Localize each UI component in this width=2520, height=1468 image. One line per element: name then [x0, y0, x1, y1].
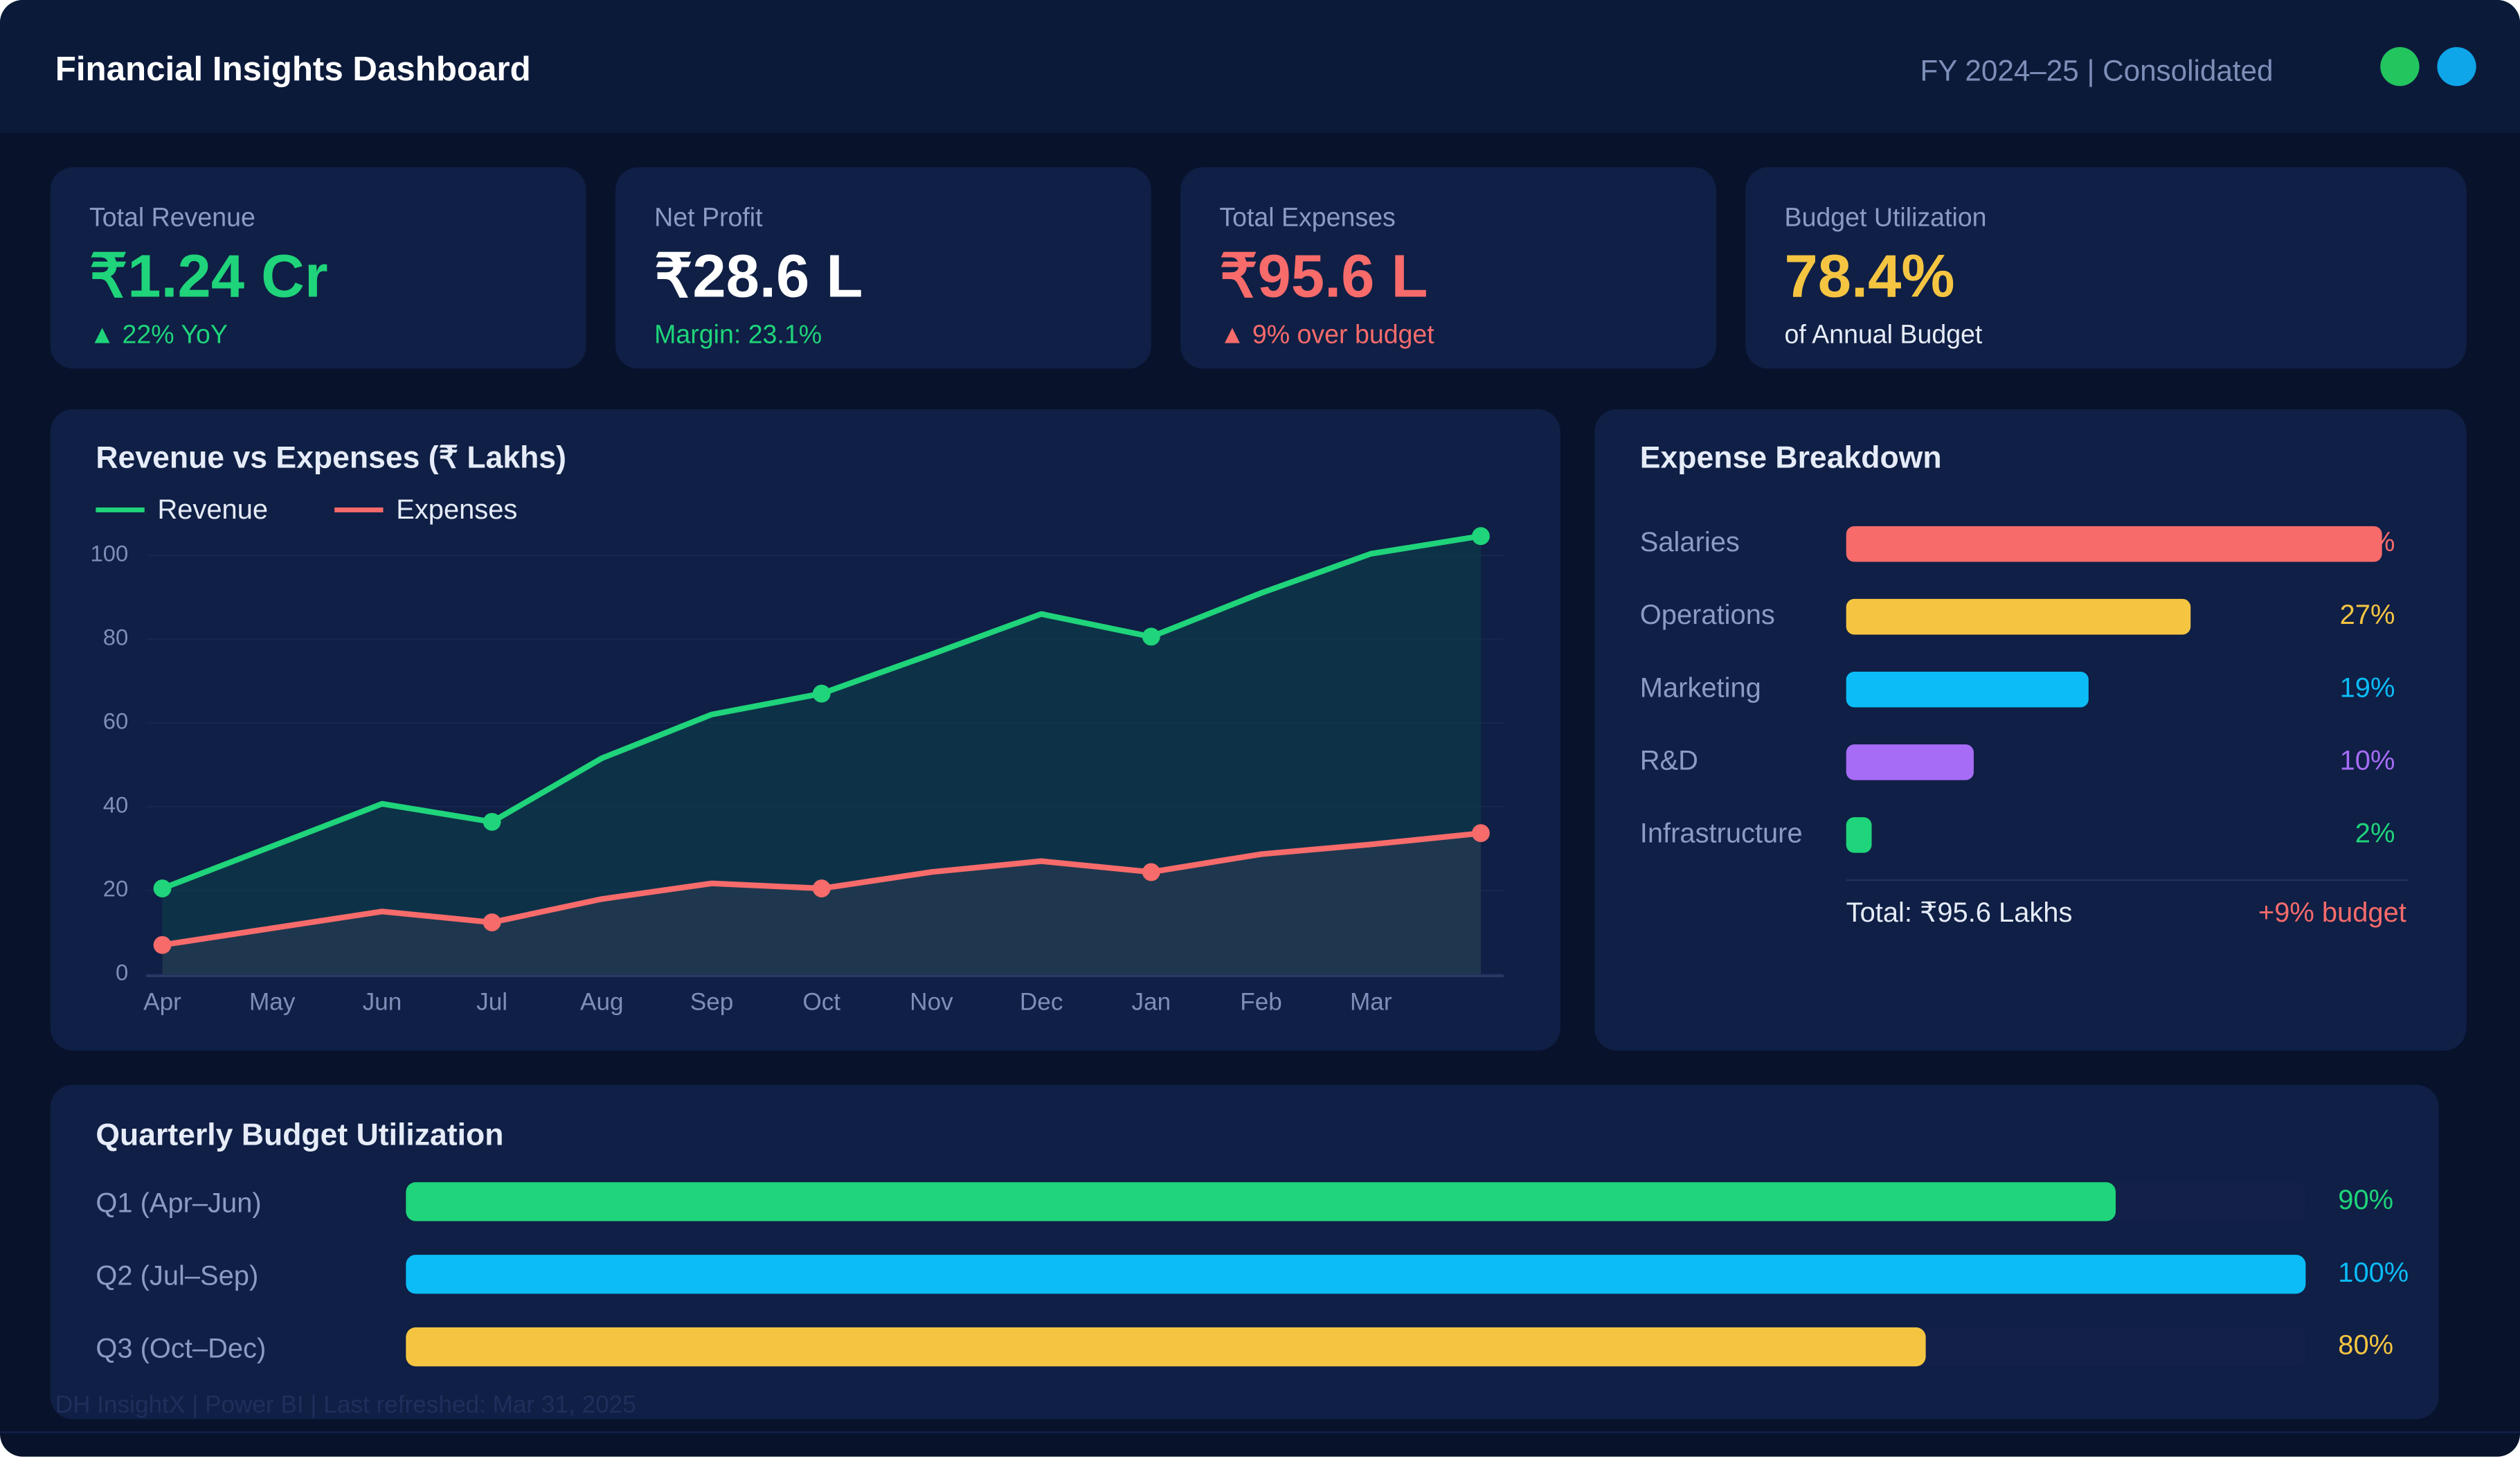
category-label: Marketing [1640, 672, 1761, 703]
value-label: 27% [2340, 600, 2395, 630]
kpi-value: ₹28.6 L [654, 243, 863, 310]
point [1472, 527, 1490, 546]
bar [1846, 817, 1872, 853]
y-tick-label: 80 [103, 625, 129, 650]
x-tick-label: Oct [802, 989, 840, 1016]
value-label: 10% [2340, 745, 2395, 776]
panel [1594, 409, 2467, 1051]
y-tick-label: 20 [103, 876, 129, 902]
value-label: 100% [2338, 1257, 2409, 1288]
kpi-note: ▲ 9% over budget [1219, 319, 1434, 348]
y-tick-label: 100 [90, 541, 128, 566]
kpi-card [1745, 167, 2467, 369]
chart-title: Expense Breakdown [1640, 440, 1942, 474]
bar [406, 1182, 2116, 1221]
footer: DH InsightX | Power BI | Last refreshed:… [55, 1391, 636, 1418]
x-tick-label: Dec [1020, 989, 1063, 1016]
category-label: R&D [1640, 745, 1698, 776]
bar [1846, 526, 2382, 562]
bar [1846, 671, 2089, 708]
x-tick-label: Jun [363, 989, 402, 1016]
kpi-label: Total Expenses [1219, 203, 1395, 232]
point [153, 879, 172, 897]
category-label: Q1 (Apr–Jun) [96, 1188, 261, 1219]
kpi-value: ₹95.6 L [1219, 243, 1428, 310]
status-dot [2380, 47, 2420, 87]
value-label: 90% [2338, 1185, 2393, 1215]
x-tick-label: Sep [690, 989, 734, 1016]
y-tick-label: 0 [116, 960, 128, 985]
x-tick-label: Feb [1240, 989, 1282, 1016]
total-label: Total: ₹95.6 Lakhs [1846, 897, 2073, 928]
point [483, 913, 501, 931]
kpi-card [615, 167, 1151, 369]
x-tick-label: May [249, 989, 296, 1016]
category-label: Q2 (Jul–Sep) [96, 1260, 258, 1291]
value-label: 80% [2338, 1330, 2393, 1361]
y-tick-label: 40 [103, 792, 129, 818]
category-label: Infrastructure [1640, 818, 1803, 848]
point [1142, 627, 1160, 646]
bar [1846, 598, 2191, 635]
header-title: Financial Insights Dashboard [55, 50, 531, 88]
value-label: 2% [2355, 818, 2395, 848]
category-label: Q3 (Oct–Dec) [96, 1333, 266, 1363]
point [1472, 824, 1490, 843]
header-bar [0, 0, 2520, 134]
kpi-note: Margin: 23.1% [654, 319, 822, 348]
kpi-label: Budget Utilization [1785, 203, 1987, 232]
x-tick-label: Nov [910, 989, 953, 1016]
kpi-note: ▲ 22% YoY [89, 319, 228, 348]
chart-title: Quarterly Budget Utilization [96, 1118, 503, 1152]
area [162, 833, 1481, 975]
x-tick-label: Jan [1132, 989, 1171, 1016]
header-subtitle: FY 2024–25 | Consolidated [1920, 55, 2274, 87]
point [812, 684, 831, 703]
chart-title: Revenue vs Expenses (₹ Lakhs) [96, 440, 566, 474]
kpi-card [50, 167, 586, 369]
bar [406, 1327, 1926, 1367]
y-tick-label: 60 [103, 708, 129, 734]
x-tick-label: Mar [1350, 989, 1392, 1016]
kpi-label: Total Revenue [89, 203, 255, 232]
point [153, 936, 172, 954]
bar [1846, 744, 1974, 780]
x-tick-label: Aug [580, 989, 624, 1016]
point [1142, 863, 1160, 881]
kpi-card [1180, 167, 1717, 369]
kpi-value: 78.4% [1785, 243, 1955, 310]
legend-label: Expenses [396, 494, 517, 525]
total-note: +9% budget [2258, 897, 2406, 928]
category-label: Operations [1640, 600, 1775, 630]
x-tick-label: Jul [476, 989, 507, 1016]
x-tick-label: Apr [143, 989, 181, 1016]
point [812, 879, 831, 897]
status-dot [2437, 47, 2476, 87]
bar [406, 1255, 2306, 1294]
kpi-value: ₹1.24 Cr [89, 243, 328, 310]
point [483, 812, 501, 831]
category-label: Salaries [1640, 527, 1740, 557]
legend-label: Revenue [157, 494, 268, 525]
value-label: 19% [2340, 672, 2395, 703]
kpi-label: Net Profit [654, 203, 763, 232]
kpi-note: of Annual Budget [1785, 319, 1983, 348]
